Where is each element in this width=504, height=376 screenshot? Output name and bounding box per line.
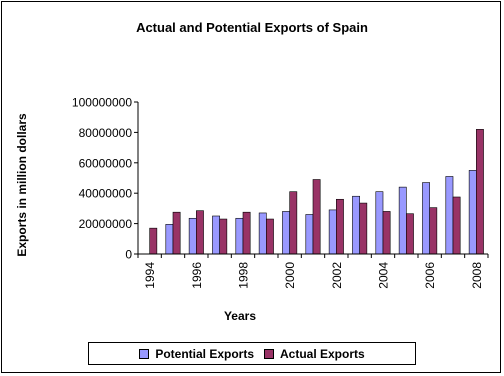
bar-potential-2007 <box>445 176 454 255</box>
x-tick-label: 1994 <box>143 262 157 289</box>
bar-potential-1996 <box>188 217 197 255</box>
bar-actual-2001 <box>312 179 321 255</box>
bar-potential-2001 <box>305 214 314 255</box>
legend: Potential Exports Actual Exports <box>88 342 416 365</box>
bar-actual-2002 <box>336 198 344 255</box>
bar-potential-1995 <box>165 224 174 255</box>
x-tick-label: 2002 <box>330 262 344 289</box>
bar-actual-1998 <box>242 211 251 255</box>
bar-actual-1995 <box>172 211 181 255</box>
x-tick-label: 2004 <box>377 262 391 289</box>
chart-title: Actual and Potential Exports of Spain <box>136 20 368 35</box>
bar-potential-2006 <box>422 182 430 255</box>
legend-label-actual: Actual Exports <box>280 346 365 361</box>
y-tick-label: 0 <box>125 248 132 262</box>
bar-potential-2005 <box>398 186 407 255</box>
legend-item-potential: Potential Exports <box>139 347 254 361</box>
bar-potential-2002 <box>328 209 337 255</box>
legend-label-potential: Potential Exports <box>155 346 254 361</box>
bar-potential-1998 <box>235 217 244 255</box>
bar-actual-1996 <box>196 210 204 255</box>
y-tick-label: 60000000 <box>79 156 133 170</box>
y-tick-label: 40000000 <box>79 187 133 201</box>
x-tick-label: 2000 <box>283 262 297 289</box>
x-axis-label: Years <box>223 309 257 323</box>
legend-item-actual: Actual Exports <box>264 347 365 361</box>
x-tick-label: 2008 <box>470 262 484 289</box>
y-tick-label: 20000000 <box>79 217 133 231</box>
bar-actual-2000 <box>289 191 298 255</box>
x-tick-label: 2006 <box>423 262 437 289</box>
bar-actual-1999 <box>266 218 274 255</box>
bar-actual-2008 <box>476 129 484 255</box>
x-tick-label: 1996 <box>190 262 204 289</box>
bar-actual-2003 <box>359 202 368 255</box>
x-tick-label: 1998 <box>237 262 251 289</box>
bar-actual-1997 <box>219 218 228 255</box>
legend-swatch-actual <box>264 348 274 359</box>
bar-actual-2005 <box>406 213 414 255</box>
legend-swatch-potential <box>139 348 150 359</box>
y-tick-label: 80000000 <box>79 126 133 140</box>
bar-actual-2006 <box>429 207 438 255</box>
bar-actual-2004 <box>382 211 391 255</box>
bar-potential-2004 <box>375 191 384 255</box>
bar-actual-1994 <box>149 227 158 255</box>
bar-actual-2007 <box>452 196 461 255</box>
bar-potential-2008 <box>468 170 477 255</box>
bar-potential-1997 <box>212 215 220 255</box>
bar-potential-1999 <box>258 212 267 255</box>
bar-potential-2003 <box>352 195 360 255</box>
bar-potential-2000 <box>282 211 290 255</box>
y-tick-label: 100000000 <box>72 96 132 110</box>
